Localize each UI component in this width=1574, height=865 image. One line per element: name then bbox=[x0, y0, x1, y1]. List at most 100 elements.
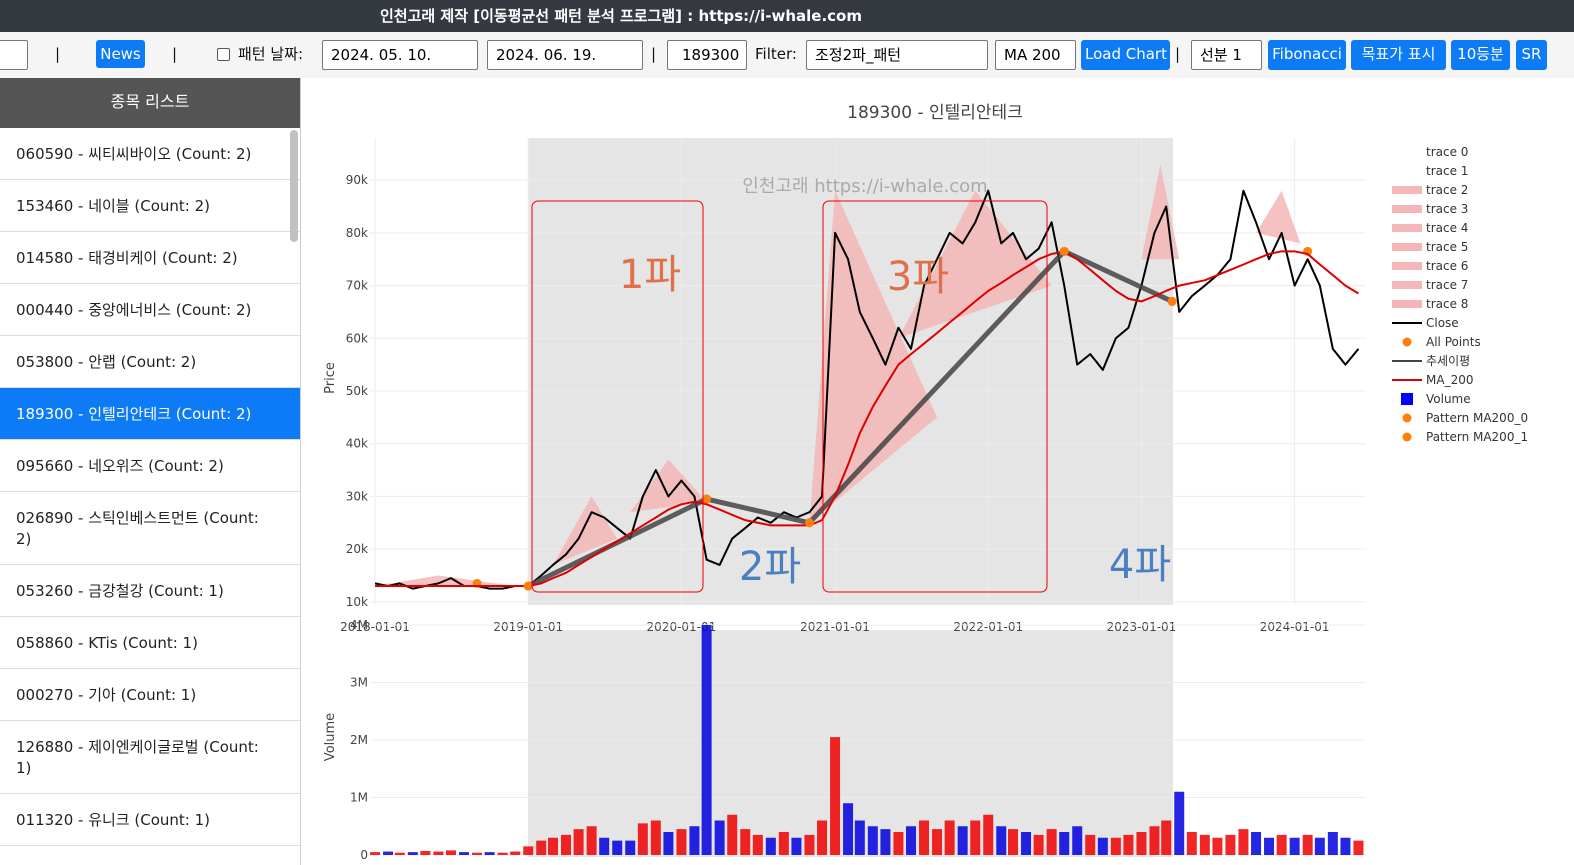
stock-item[interactable]: 095660 - 네오위즈 (Count: 2) bbox=[0, 440, 300, 492]
segment-select[interactable]: 선분 1 bbox=[1191, 40, 1262, 70]
y-tick-label: 90k bbox=[346, 173, 368, 187]
volume-bar bbox=[547, 837, 558, 855]
stock-item[interactable]: 000440 - 중앙에너비스 (Count: 2) bbox=[0, 284, 300, 336]
volume-bar bbox=[1110, 837, 1121, 855]
chart-title: 189300 - 인텔리안테크 bbox=[847, 103, 1023, 123]
stock-item[interactable]: 026890 - 스틱인베스트먼트 (Count: 2) bbox=[0, 492, 300, 565]
volume-bar bbox=[867, 826, 878, 855]
date-start[interactable]: 2024. 05. 10. bbox=[322, 40, 478, 70]
stock-item[interactable]: 011320 - 유니크 (Count: 1) bbox=[0, 794, 300, 846]
y-tick-label: 4M bbox=[350, 618, 368, 632]
volume-bar bbox=[612, 840, 623, 855]
volume-bar bbox=[1097, 837, 1108, 855]
x-tick-label: 2018-01-01 bbox=[340, 620, 410, 634]
stock-item[interactable]: 000270 - 기아 (Count: 1) bbox=[0, 669, 300, 721]
legend-swatch bbox=[1392, 224, 1422, 232]
volume-bar bbox=[370, 852, 381, 855]
volume-bar bbox=[510, 851, 521, 855]
volume-bar bbox=[1149, 826, 1160, 855]
sidebar: 종목 리스트 060590 - 씨티씨바이오 (Count: 2) 153460 … bbox=[0, 78, 301, 865]
volume-bar bbox=[1289, 837, 1300, 855]
volume-bar bbox=[1161, 820, 1172, 855]
volume-bar bbox=[484, 852, 495, 855]
wave-box bbox=[531, 200, 704, 593]
x-tick-label: 2021-01-01 bbox=[800, 620, 870, 634]
volume-bar bbox=[944, 820, 955, 855]
y-axis-title: Volume bbox=[323, 713, 338, 761]
volume-bar bbox=[932, 829, 943, 855]
volume-bar bbox=[970, 820, 981, 855]
y-tick-label: 0 bbox=[360, 848, 368, 862]
date-end[interactable]: 2024. 06. 19. bbox=[487, 40, 643, 70]
volume-bar bbox=[383, 851, 394, 855]
legend-label: trace 0 bbox=[1426, 145, 1468, 159]
ma-select[interactable]: MA 200 bbox=[995, 40, 1076, 70]
y-tick-label: 1M bbox=[350, 791, 368, 805]
point bbox=[1059, 246, 1069, 256]
legend-label: trace 4 bbox=[1426, 221, 1468, 235]
annotation: 3파 bbox=[887, 254, 949, 300]
volume-bar bbox=[1340, 837, 1351, 855]
load-button[interactable]: Load Chart bbox=[1081, 40, 1170, 70]
checkbox[interactable] bbox=[217, 48, 230, 61]
legend-swatch bbox=[1392, 262, 1422, 270]
watermark: 인천고래 https://i-whale.com bbox=[742, 176, 987, 197]
separator: | bbox=[172, 45, 178, 63]
legend-swatch bbox=[1392, 243, 1422, 251]
volume-bar bbox=[650, 820, 661, 855]
volume-bar bbox=[919, 820, 930, 855]
target-button[interactable]: 목표가 표시 bbox=[1351, 40, 1446, 70]
legend-label: trace 3 bbox=[1426, 202, 1468, 216]
legend-swatch bbox=[1401, 393, 1413, 405]
volume-bar bbox=[472, 852, 483, 855]
volume-bar bbox=[701, 625, 712, 855]
stock-item[interactable]: 153460 - 네이블 (Count: 2) bbox=[0, 180, 300, 232]
volume-bar bbox=[586, 826, 597, 855]
stock-item[interactable]: 014580 - 태경비케이 (Count: 2) bbox=[0, 232, 300, 284]
stock-item[interactable]: 058860 - KTis (Count: 1) bbox=[0, 617, 300, 669]
stock-item[interactable]: 053260 - 금강철강 (Count: 1) bbox=[0, 565, 300, 617]
volume-bar bbox=[676, 829, 687, 855]
news-button[interactable]: News bbox=[96, 40, 145, 68]
x-tick-label: 2022-01-01 bbox=[953, 620, 1023, 634]
volume-bar bbox=[752, 834, 763, 855]
chart-area: 10k 20k 30k 40k 50k 60k 70k 80k 90k 2018-01-01 201… bbox=[323, 103, 1528, 862]
legend-label: trace 5 bbox=[1426, 240, 1468, 254]
volume-bar bbox=[394, 852, 405, 855]
x-tick-label: 2020-01-01 bbox=[647, 620, 717, 634]
legend-label: Volume bbox=[1426, 392, 1471, 406]
tenths-button[interactable]: 10등분 bbox=[1451, 40, 1510, 70]
y-tick-label: 50k bbox=[346, 384, 368, 398]
volume-bar bbox=[407, 852, 418, 855]
volume-bar bbox=[880, 829, 891, 855]
sr-button[interactable]: SR bbox=[1516, 40, 1547, 70]
volume-bar bbox=[599, 837, 610, 855]
fibonacci-button[interactable]: Fibonacci bbox=[1268, 40, 1346, 70]
legend-swatch bbox=[1392, 186, 1422, 194]
select[interactable] bbox=[0, 40, 28, 70]
legend-label: Pattern MA200_1 bbox=[1426, 430, 1528, 444]
y-tick-label: 20k bbox=[346, 542, 368, 556]
volume-bar bbox=[1008, 829, 1019, 855]
code-input[interactable]: 189300 bbox=[667, 40, 747, 70]
y-tick-label: 70k bbox=[346, 279, 368, 293]
volume-bar bbox=[1021, 832, 1032, 855]
stock-item[interactable]: 126880 - 제이엔케이글로벌 (Count: 1) bbox=[0, 721, 300, 794]
separator: | bbox=[651, 45, 657, 63]
stock-item[interactable]: 053800 - 안랩 (Count: 2) bbox=[0, 336, 300, 388]
volume-bar bbox=[1264, 837, 1275, 855]
volume-bar bbox=[1353, 840, 1364, 855]
annotation: 1파 bbox=[619, 252, 681, 298]
legend-label: trace 6 bbox=[1426, 259, 1468, 273]
annotation: 2파 bbox=[739, 544, 801, 590]
volume-bar bbox=[1174, 791, 1185, 855]
volume-bar bbox=[1033, 834, 1044, 855]
filter-select[interactable]: 조정2파_패턴 bbox=[806, 40, 988, 70]
legend-label: trace 2 bbox=[1426, 183, 1468, 197]
stock-item[interactable]: 189300 - 인텔리안테크 (Count: 2) bbox=[0, 388, 300, 440]
volume-bar bbox=[1225, 834, 1236, 855]
stock-item[interactable]: 060590 - 씨티씨바이오 (Count: 2) bbox=[0, 128, 300, 180]
volume-bar bbox=[1136, 832, 1147, 855]
legend-label: MA_200 bbox=[1426, 373, 1473, 387]
